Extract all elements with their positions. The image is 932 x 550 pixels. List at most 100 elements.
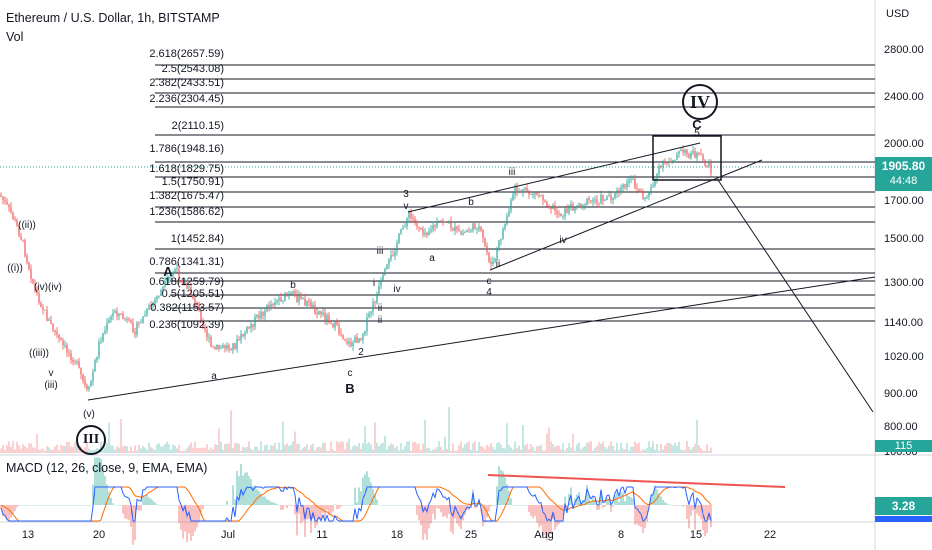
- fib-label: 1.786(1948.16): [149, 143, 224, 155]
- volume-bar: [424, 419, 426, 453]
- candle-body: [384, 269, 386, 275]
- candle-body: [42, 307, 44, 311]
- candle-body: [154, 299, 156, 303]
- candle-body: [240, 334, 242, 341]
- volume-bar: [390, 443, 392, 453]
- macd-histogram-bar: [94, 457, 96, 505]
- macd-histogram-bar: [148, 497, 150, 505]
- macd-histogram-bar: [262, 496, 264, 505]
- macd-histogram-bar: [674, 505, 676, 506]
- candle-body: [350, 341, 352, 347]
- candle-body: [284, 293, 286, 301]
- macd-histogram-bar: [404, 505, 406, 506]
- candle-body: [76, 361, 78, 363]
- fib-label: 1.5(1750.91): [161, 176, 224, 188]
- candle-body: [666, 162, 668, 164]
- volume-bar: [318, 446, 320, 453]
- candle-body: [388, 259, 390, 265]
- candle-body: [314, 305, 316, 313]
- candle-body: [54, 330, 56, 332]
- projection-line[interactable]: [717, 179, 874, 413]
- fib-label: 0.382(1153.57): [150, 302, 224, 314]
- wave-label: ii: [495, 259, 501, 270]
- candle-body: [624, 184, 626, 188]
- candle-body: [696, 152, 698, 159]
- fib-label: 2.236(2304.45): [149, 93, 224, 105]
- macd-histogram-bar: [672, 505, 674, 506]
- volume-bar: [2, 445, 4, 453]
- channel-lower-line[interactable]: [489, 159, 763, 271]
- volume-bar: [176, 448, 178, 453]
- macd-histogram-bar: [398, 505, 400, 506]
- candle-body: [604, 200, 606, 201]
- candle-body: [490, 261, 492, 264]
- macd-histogram-bar: [652, 493, 654, 505]
- macd-histogram-bar: [342, 505, 344, 506]
- candle-body: [530, 194, 532, 195]
- volume-bar: [266, 444, 268, 453]
- candle-body: [34, 282, 36, 289]
- candle-body: [234, 343, 236, 349]
- macd-histogram-bar: [180, 505, 182, 530]
- macd-histogram-bar: [462, 505, 464, 521]
- candle-body: [408, 212, 410, 219]
- volume-bar: [628, 450, 630, 453]
- macd-histogram-bar: [334, 504, 336, 505]
- volume-bar: [262, 450, 264, 453]
- candle-body: [486, 245, 488, 253]
- macd-histogram-bar: [224, 505, 226, 506]
- macd-divergence-line[interactable]: [487, 474, 786, 488]
- macd-histogram-bar: [250, 479, 252, 505]
- candle-body: [502, 228, 504, 240]
- currency-label: USD: [886, 8, 910, 20]
- macd-histogram-bar: [152, 500, 154, 505]
- macd-histogram-bar: [646, 505, 648, 522]
- macd-histogram-bar: [628, 496, 630, 505]
- highlight-box[interactable]: [652, 135, 722, 181]
- lower-trendline[interactable]: [87, 276, 876, 401]
- macd-histogram-bar: [308, 505, 310, 519]
- macd-histogram-bar: [378, 505, 380, 506]
- candle-body: [300, 294, 302, 299]
- volume-bar: [360, 448, 362, 453]
- volume-bar: [302, 447, 304, 453]
- candle-body: [280, 298, 282, 302]
- macd-histogram-bar: [6, 505, 8, 521]
- volume-bar: [216, 445, 218, 453]
- macd-histogram-bar: [450, 505, 452, 532]
- channel-upper-line[interactable]: [407, 142, 701, 213]
- macd-histogram-bar: [408, 505, 410, 506]
- volume-bar: [260, 441, 262, 453]
- candle-body: [12, 212, 14, 219]
- candle-body: [94, 360, 96, 372]
- volume-bar: [516, 448, 518, 453]
- time-tick: 13: [21, 529, 35, 541]
- candle-body: [56, 331, 58, 335]
- volume-bar: [20, 448, 22, 453]
- volume-bar: [362, 442, 364, 453]
- macd-histogram-bar: [78, 505, 80, 506]
- macd-histogram-bar: [8, 505, 10, 521]
- candle-body: [472, 223, 474, 231]
- volume-bar: [570, 447, 572, 453]
- volume-bar: [308, 450, 310, 453]
- volume-bar: [556, 445, 558, 453]
- volume-bar: [306, 444, 308, 453]
- macd-histogram-bar: [0, 505, 2, 509]
- volume-bar: [152, 448, 154, 453]
- volume-bar: [694, 443, 696, 453]
- macd-histogram-bar: [582, 499, 584, 505]
- volume-bar: [62, 445, 64, 453]
- volume-bar: [322, 442, 324, 453]
- candle-body: [548, 206, 550, 208]
- macd-histogram-bar: [144, 496, 146, 505]
- macd-histogram-bar: [196, 505, 198, 528]
- volume-bar: [126, 446, 128, 453]
- volume-bar: [646, 447, 648, 453]
- candle-body: [104, 330, 106, 334]
- volume-bar: [702, 450, 704, 453]
- macd-histogram-bar: [504, 477, 506, 505]
- volume-bar: [546, 433, 548, 453]
- candle-body: [18, 226, 20, 236]
